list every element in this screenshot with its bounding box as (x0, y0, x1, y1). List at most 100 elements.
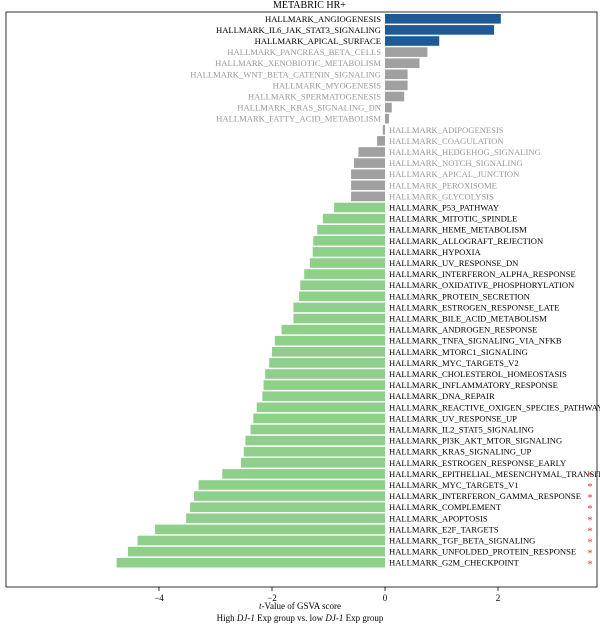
x-axis-ticks: −4 −2 0 2 (154, 587, 500, 603)
bar-label: HALLMARK_ESTROGEN_RESPONSE_EARLY (389, 458, 566, 468)
bar-label: HALLMARK_INTERFERON_ALPHA_RESPONSE (389, 269, 576, 279)
bar-label: HALLMARK_PROTEIN_SECRETION (389, 291, 531, 301)
bar-hallmark-androgen-response (281, 324, 385, 335)
bar-hallmark-g2m-checkpoint (116, 557, 385, 568)
bar-label: HALLMARK_HYPOXIA (389, 247, 481, 257)
bar-label: HALLMARK_ESTROGEN_RESPONSE_LATE (389, 302, 559, 312)
bar-hallmark-xenobiotic-metabolism (385, 58, 420, 68)
x-axis-title: t-Value of GSVA score (259, 601, 341, 611)
bar-hallmark-cholesterol-homeostasis (265, 369, 385, 379)
bar-hallmark-pi3k-akt-mtor-signaling (245, 435, 385, 446)
bar-label: HALLMARK_PANCREAS_BETA_CELLS (227, 47, 381, 57)
bar-label: HALLMARK_CHOLESTEROL_HOMEOSTASIS (389, 369, 567, 379)
bar-hallmark-heme-metabolism (317, 224, 385, 235)
bar-label: HALLMARK_ANDROGEN_RESPONSE (389, 325, 538, 335)
bar-hallmark-bile-acid-metabolism (293, 313, 385, 324)
bar-hallmark-angiogenesis (385, 14, 501, 24)
bar-label: HALLMARK_MITOTIC_SPINDLE (389, 214, 517, 224)
bar-label: HALLMARK_UV_RESPONSE_DN (389, 258, 519, 268)
bar-hallmark-myc-targets-v1 (198, 480, 385, 490)
bar-label: HALLMARK_WNT_BETA_CATENIN_SIGNALING (190, 69, 381, 79)
bar-label: HALLMARK_UV_RESPONSE_UP (389, 413, 517, 423)
significance-star: * (587, 481, 593, 493)
x-axis-subtitle: High DJ-1 Exp group vs. low DJ-1 Exp gro… (217, 613, 384, 623)
bar-label: HALLMARK_TGF_BETA_SIGNALING (389, 536, 535, 546)
bar-hallmark-dna-repair (262, 391, 385, 401)
bar-hallmark-epithelial-mesenchymal-transition (222, 469, 385, 479)
bar-hallmark-inflammatory-response (263, 380, 385, 390)
bar-hallmark-p53-pathway (334, 202, 385, 213)
bar-label: HALLMARK_KRAS_SIGNALING_DN (237, 103, 382, 113)
bar-label: HALLMARK_ALLOGRAFT_REJECTION (389, 236, 544, 246)
bar-hallmark-il6-jak-stat3-signaling (385, 25, 495, 35)
bar-hallmark-hedgehog-signaling (358, 147, 385, 157)
bar-hallmark-complement (190, 502, 385, 512)
significance-star: * (587, 525, 593, 537)
bar-label: HALLMARK_PEROXISOME (389, 180, 497, 190)
x-tick-label: 0 (383, 593, 388, 603)
bar-label: HALLMARK_APICAL_SURFACE (255, 36, 381, 46)
significance-star: * (587, 548, 593, 560)
bar-hallmark-uv-response-up (253, 413, 385, 424)
bar-hallmark-coagulation (377, 136, 385, 146)
bar-hallmark-il2-stat5-signaling (250, 424, 385, 435)
bar-label: HALLMARK_G2M_CHECKPOINT (389, 558, 520, 568)
bar-label: HALLMARK_COMPLEMENT (389, 502, 502, 512)
plot-frame (5, 11, 598, 588)
bar-label: HALLMARK_MYC_TARGETS_V2 (389, 358, 519, 368)
bar-hallmark-wnt-beta-catenin-signaling (385, 69, 408, 80)
bar-hallmark-hypoxia (312, 247, 385, 257)
bar-label: HALLMARK_P53_PATHWAY (389, 203, 499, 213)
bar-hallmark-reactive-oxigen-species-pathway (256, 402, 385, 413)
bar-hallmark-notch-signaling (353, 158, 385, 168)
bar-hallmark-kras-signaling-up (243, 446, 385, 457)
bar-label: HALLMARK_APICAL_JUNCTION (389, 169, 520, 179)
bar-hallmark-e2f-targets (155, 524, 385, 535)
significance-star: * (587, 492, 593, 504)
significance-star: * (587, 559, 593, 571)
bar-label: HALLMARK_XENOBIOTIC_METABOLISM (215, 58, 381, 68)
significance-star: * (587, 470, 593, 482)
bar-label: HALLMARK_TNFA_SIGNALING_VIA_NFKB (389, 336, 562, 346)
bar-label: HALLMARK_KRAS_SIGNALING_UP (389, 447, 532, 457)
bar-label: HALLMARK_EPITHELIAL_MESENCHYMAL_TRANSITI… (389, 469, 600, 479)
bar-label: HALLMARK_COAGULATION (389, 136, 504, 146)
bar-label: HALLMARK_INFLAMMATORY_RESPONSE (389, 380, 558, 390)
bar-hallmark-estrogen-response-early (240, 458, 385, 468)
bar-hallmark-protein-secretion (299, 291, 385, 302)
bar-hallmark-fatty-acid-metabolism (385, 113, 389, 124)
bar-label: HALLMARK_ADIPOGENESIS (389, 125, 504, 135)
bar-hallmark-myc-targets-v2 (269, 358, 385, 368)
bar-label: HALLMARK_MYOGENESIS (273, 80, 382, 90)
bar-label: HALLMARK_GLYCOLYSIS (389, 191, 494, 201)
bar-hallmark-allograft-rejection (313, 236, 385, 246)
bar-label: HALLMARK_DNA_REPAIR (389, 391, 495, 401)
bar-label: HALLMARK_ANGIOGENESIS (265, 14, 381, 24)
bar-label: HALLMARK_PI3K_AKT_MTOR_SIGNALING (389, 436, 562, 446)
bar-hallmark-mtorc1-signaling (272, 347, 385, 357)
significance-star: * (587, 514, 593, 526)
bar-label: HALLMARK_MTORC1_SIGNALING (389, 347, 528, 357)
bar-hallmark-spermatogenesis (385, 91, 405, 102)
bar-hallmark-oxidative-phosphorylation (300, 280, 385, 290)
bar-hallmark-tgf-beta-signaling (137, 535, 385, 546)
bar-label: HALLMARK_FATTY_ACID_METABOLISM (216, 114, 381, 124)
bar-hallmark-apical-surface (385, 36, 440, 46)
bar-label: HALLMARK_APOPTOSIS (389, 513, 488, 523)
bar-hallmark-apoptosis (186, 513, 385, 524)
bar-hallmark-mitotic-spindle (322, 213, 385, 224)
bar-label: HALLMARK_BILE_ACID_METABOLISM (389, 314, 547, 324)
bar-label: HALLMARK_REACTIVE_OXIGEN_SPECIES_PATHWAY (389, 402, 600, 412)
bar-label: HALLMARK_E2F_TARGETS (389, 524, 499, 534)
bar-label: HALLMARK_IL2_STAT5_SIGNALING (389, 425, 534, 435)
bar-hallmark-myogenesis (385, 80, 408, 91)
chart-title: METABRIC HR+ (273, 0, 346, 11)
bar-hallmark-adipogenesis (382, 125, 385, 135)
x-tick-label: −4 (154, 593, 164, 603)
x-tick-label: 2 (496, 593, 501, 603)
bar-hallmark-glycolysis (351, 191, 385, 202)
bar-label: HALLMARK_INTERFERON_GAMMA_RESPONSE (389, 491, 581, 501)
bar-hallmark-estrogen-response-late (293, 302, 385, 313)
labels-layer: HALLMARK_ANGIOGENESISHALLMARK_IL6_JAK_ST… (190, 14, 600, 568)
